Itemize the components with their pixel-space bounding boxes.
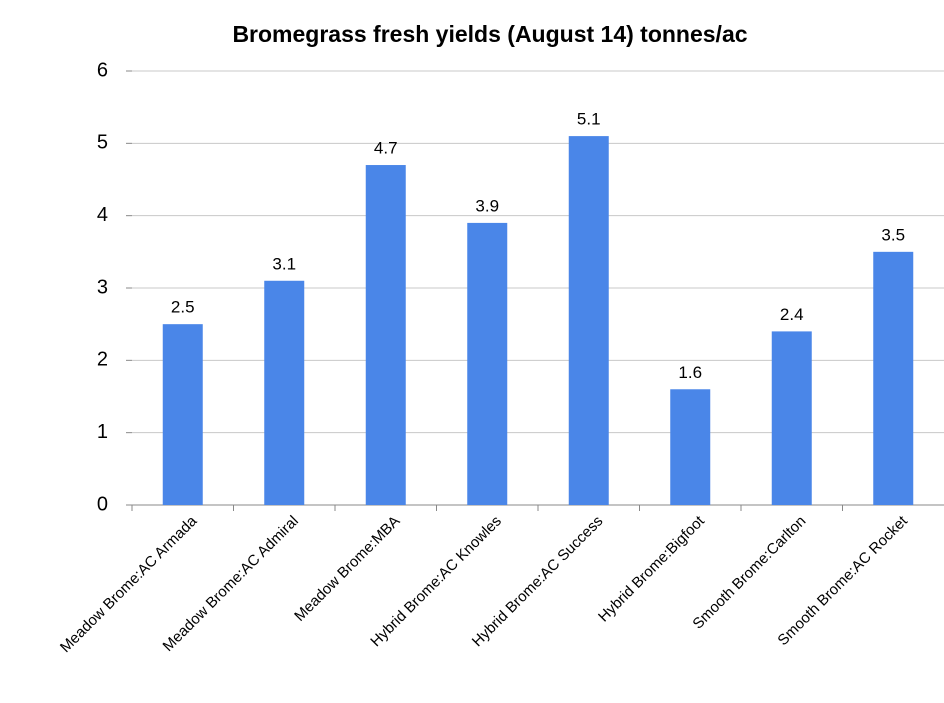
y-tick-label: 1 <box>97 421 108 443</box>
data-label: 5.1 <box>577 110 601 129</box>
bar <box>264 280 305 505</box>
data-label: 3.9 <box>475 196 499 215</box>
y-tick-label: 4 <box>97 204 108 226</box>
y-tick-label: 0 <box>97 493 108 515</box>
y-tick-label: 2 <box>97 349 108 371</box>
bar <box>873 251 914 505</box>
data-label: 2.4 <box>780 305 804 324</box>
bar <box>365 165 406 506</box>
y-tick-label: 6 <box>97 59 108 81</box>
x-tick-label: Meadow Brome:MBA <box>291 513 403 625</box>
y-tick-label: 5 <box>97 132 108 154</box>
bar <box>670 389 711 505</box>
bar <box>771 331 812 505</box>
data-label: 3.1 <box>272 254 296 273</box>
data-label: 3.5 <box>881 225 905 244</box>
bar <box>467 222 508 505</box>
x-tick-label: Hybrid Brome:Bigfoot <box>595 512 708 625</box>
data-label: 1.6 <box>678 363 702 382</box>
y-tick-label: 3 <box>97 276 108 298</box>
bar <box>568 136 609 505</box>
bar <box>162 324 203 505</box>
chart-title: Bromegrass fresh yields (August 14) tonn… <box>232 21 747 47</box>
data-label: 4.7 <box>374 139 398 158</box>
x-tick-label: Smooth Brome:Carlton <box>689 513 809 633</box>
data-label: 2.5 <box>171 298 195 317</box>
